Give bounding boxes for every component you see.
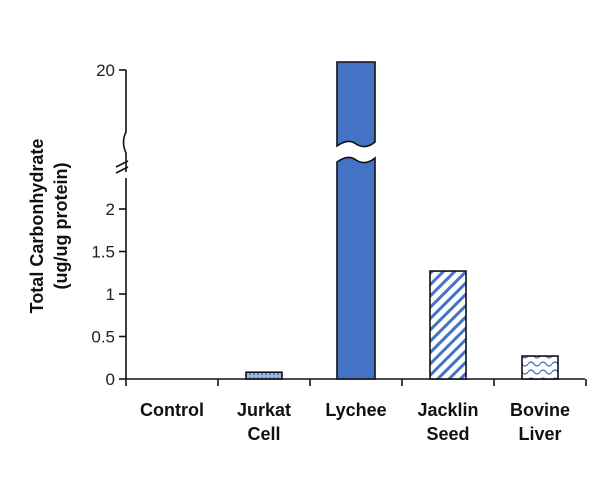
y-axis-title: Total Carbonhydrate bbox=[27, 139, 47, 314]
bar bbox=[245, 371, 283, 380]
y-tick-label: 1.5 bbox=[91, 243, 115, 262]
y-tick-label: 1 bbox=[106, 285, 115, 304]
tick-labels: 0 0.5 1 1.5 2 20 Control Jurkat Cell Lychee Jackli… bbox=[91, 61, 570, 444]
x-category-label: Lychee bbox=[325, 400, 386, 420]
y-tick-label: 0.5 bbox=[91, 328, 115, 347]
x-category-label: Bovine bbox=[510, 400, 570, 420]
bar bbox=[521, 355, 559, 380]
axis-break-mark bbox=[115, 160, 129, 174]
bar bbox=[429, 270, 467, 380]
y-tick-label: 2 bbox=[106, 200, 115, 219]
bar bbox=[336, 156, 376, 380]
y-axis-upper-line bbox=[122, 70, 127, 172]
bar bbox=[336, 61, 376, 148]
y-axis-unit: (ug/ug protein) bbox=[51, 163, 71, 290]
x-category-label: Seed bbox=[426, 424, 469, 444]
y-tick-label: 0 bbox=[106, 370, 115, 389]
y-tick-label: 20 bbox=[96, 61, 115, 80]
x-category-label: Control bbox=[140, 400, 204, 420]
x-category-label: Jurkat bbox=[237, 400, 291, 420]
x-category-label: Jacklin bbox=[417, 400, 478, 420]
tick-marks bbox=[119, 69, 587, 386]
x-category-label: Cell bbox=[247, 424, 280, 444]
bars bbox=[245, 61, 559, 380]
x-category-label: Liver bbox=[518, 424, 561, 444]
